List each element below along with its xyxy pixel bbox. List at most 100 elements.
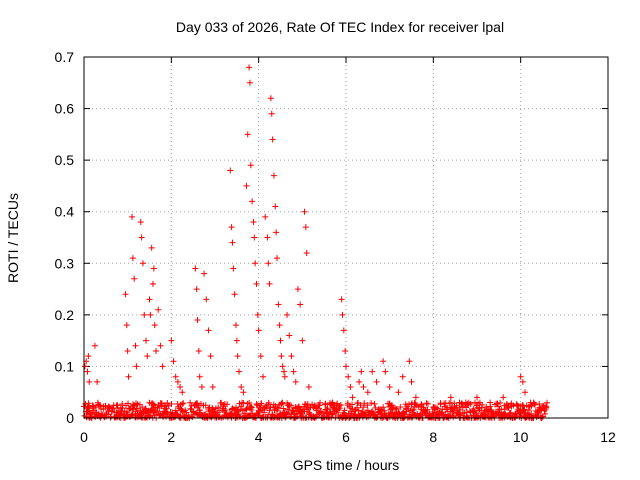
data-point bbox=[497, 399, 504, 406]
data-point bbox=[143, 337, 150, 344]
chart-title: Day 033 of 2026, Rate Of TEC Index for r… bbox=[176, 19, 504, 35]
data-point bbox=[359, 408, 366, 415]
data-point bbox=[382, 368, 389, 375]
data-point bbox=[153, 347, 160, 354]
data-point bbox=[459, 400, 466, 407]
data-point bbox=[97, 402, 104, 409]
data-point bbox=[179, 400, 186, 407]
data-point bbox=[81, 363, 88, 370]
data-point bbox=[316, 402, 323, 409]
data-point bbox=[424, 400, 431, 407]
data-point bbox=[399, 373, 406, 380]
data-point bbox=[513, 402, 520, 409]
x-tick-label: 12 bbox=[600, 429, 616, 445]
data-point bbox=[252, 260, 259, 267]
data-point bbox=[123, 322, 130, 329]
data-point bbox=[267, 95, 274, 102]
data-point bbox=[447, 394, 454, 401]
data-point bbox=[187, 399, 194, 406]
data-point bbox=[265, 260, 272, 267]
data-point bbox=[209, 384, 216, 391]
data-point bbox=[500, 394, 507, 401]
data-point bbox=[82, 400, 89, 407]
data-point bbox=[229, 239, 236, 246]
data-point bbox=[253, 401, 260, 408]
data-point bbox=[522, 389, 529, 396]
x-tick-label: 0 bbox=[80, 429, 88, 445]
data-point bbox=[84, 368, 91, 375]
data-point bbox=[372, 404, 379, 411]
data-point bbox=[295, 404, 302, 411]
x-axis-label: GPS time / hours bbox=[293, 457, 400, 473]
data-point bbox=[371, 400, 378, 407]
y-tick-label: 0.6 bbox=[55, 101, 75, 117]
data-point bbox=[266, 280, 273, 287]
data-point bbox=[168, 337, 175, 344]
data-point bbox=[253, 280, 260, 287]
data-point bbox=[249, 198, 256, 205]
data-point bbox=[342, 347, 349, 354]
data-point bbox=[228, 224, 235, 231]
data-point bbox=[196, 407, 203, 414]
data-point bbox=[137, 219, 144, 226]
data-point bbox=[347, 384, 354, 391]
data-point bbox=[240, 389, 247, 396]
data-point bbox=[410, 406, 417, 413]
data-point bbox=[150, 265, 157, 272]
data-point bbox=[203, 296, 210, 303]
data-point bbox=[341, 407, 348, 414]
data-point bbox=[453, 402, 460, 409]
data-point bbox=[386, 384, 393, 391]
data-point bbox=[338, 296, 345, 303]
data-point bbox=[340, 327, 347, 334]
data-point bbox=[517, 373, 524, 380]
data-point bbox=[281, 373, 288, 380]
data-point bbox=[450, 414, 457, 421]
data-point bbox=[479, 401, 486, 408]
data-point bbox=[220, 401, 227, 408]
data-point bbox=[406, 358, 413, 365]
data-point bbox=[290, 368, 297, 375]
y-axis-label: ROTI / TECUs bbox=[5, 193, 21, 283]
data-point bbox=[170, 358, 177, 365]
data-point bbox=[474, 394, 480, 401]
data-point bbox=[495, 403, 502, 410]
data-point bbox=[262, 213, 269, 220]
data-point bbox=[424, 406, 431, 413]
data-point bbox=[380, 404, 387, 411]
data-point bbox=[238, 403, 245, 410]
data-point bbox=[147, 311, 154, 318]
data-point bbox=[196, 373, 203, 380]
data-point bbox=[125, 373, 132, 380]
y-tick-label: 0.2 bbox=[55, 307, 75, 323]
x-tick-label: 8 bbox=[429, 429, 437, 445]
data-point bbox=[269, 136, 276, 143]
data-point bbox=[258, 400, 265, 407]
data-point bbox=[195, 347, 202, 354]
data-point bbox=[224, 401, 231, 408]
data-point bbox=[278, 400, 285, 407]
data-point bbox=[86, 378, 93, 385]
data-point bbox=[288, 402, 295, 409]
data-point bbox=[395, 389, 402, 396]
data-point bbox=[232, 322, 239, 329]
data-point bbox=[345, 373, 352, 380]
data-point bbox=[336, 405, 343, 412]
data-point bbox=[172, 407, 179, 414]
data-point bbox=[129, 255, 136, 262]
data-point bbox=[397, 403, 404, 410]
data-point bbox=[246, 79, 253, 86]
data-point bbox=[90, 403, 97, 410]
data-point bbox=[177, 384, 184, 391]
data-point bbox=[412, 394, 419, 401]
data-point bbox=[418, 401, 425, 408]
data-point bbox=[247, 162, 254, 169]
data-point bbox=[463, 404, 470, 411]
data-point bbox=[437, 401, 444, 408]
data-point bbox=[279, 399, 286, 406]
data-point bbox=[306, 410, 313, 417]
data-point bbox=[305, 384, 312, 391]
data-point bbox=[276, 322, 283, 329]
data-point bbox=[302, 224, 309, 231]
